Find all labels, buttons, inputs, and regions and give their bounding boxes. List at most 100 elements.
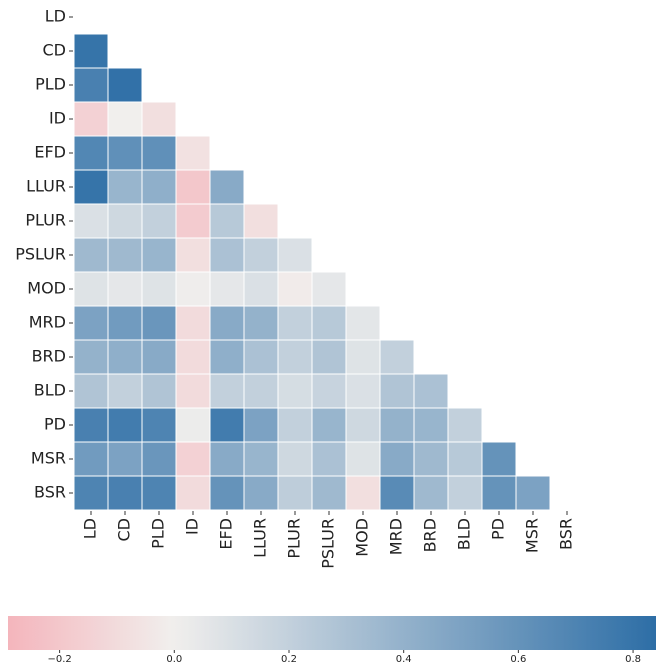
heatmap-cell <box>413 475 449 511</box>
heatmap-cell <box>277 441 313 477</box>
heatmap-cell <box>73 373 109 409</box>
x-tick-label: BLD <box>455 518 474 550</box>
y-tick-label: LLUR <box>26 177 66 196</box>
colorbar <box>8 616 656 650</box>
heatmap-cell <box>345 475 381 511</box>
heatmap-cell <box>413 441 449 477</box>
heatmap-cell <box>379 475 415 511</box>
y-tick-label: EFD <box>34 143 66 162</box>
heatmap-cell <box>345 407 381 443</box>
heatmap-cell <box>141 135 177 171</box>
y-tick-label: MSR <box>31 449 66 468</box>
heatmap-cell <box>73 237 109 273</box>
heatmap-cell <box>107 67 143 103</box>
heatmap-cell <box>107 101 143 137</box>
heatmap-cell <box>243 237 279 273</box>
heatmap-cell <box>107 373 143 409</box>
heatmap-cell <box>107 475 143 511</box>
heatmap-cell <box>141 169 177 205</box>
heatmap-cell <box>73 135 109 171</box>
heatmap-cell <box>243 203 279 239</box>
heatmap-cell <box>141 237 177 273</box>
heatmap-cell <box>311 271 347 307</box>
heatmap-cell <box>311 373 347 409</box>
x-tick-label: LD <box>81 518 100 539</box>
heatmap-cell <box>311 305 347 341</box>
y-tick-label: BLD <box>34 381 66 400</box>
heatmap-cell <box>209 373 245 409</box>
heatmap-cell <box>73 101 109 137</box>
heatmap-cell <box>141 203 177 239</box>
heatmap-cell <box>107 407 143 443</box>
heatmap-cell <box>345 373 381 409</box>
y-tick-label: BRD <box>32 347 66 366</box>
heatmap-cell <box>107 135 143 171</box>
heatmap-cell <box>73 441 109 477</box>
x-tick-label: BSR <box>557 518 576 550</box>
y-tick-label: LD <box>45 7 66 26</box>
heatmap-cell <box>277 271 313 307</box>
heatmap-cell <box>107 441 143 477</box>
heatmap-cell <box>73 169 109 205</box>
heatmap-cell <box>175 237 211 273</box>
heatmap-cell <box>107 203 143 239</box>
heatmap-cell <box>175 475 211 511</box>
heatmap-cell <box>345 339 381 375</box>
heatmap-cell <box>243 441 279 477</box>
x-tick-label: PLD <box>149 518 168 549</box>
heatmap-cell <box>277 407 313 443</box>
heatmap-cell <box>141 339 177 375</box>
heatmap-cell <box>73 271 109 307</box>
heatmap-cell <box>141 475 177 511</box>
y-tick-label: MRD <box>29 313 66 332</box>
heatmap-cell <box>243 407 279 443</box>
y-tick-label: CD <box>43 41 67 60</box>
heatmap-cell <box>73 305 109 341</box>
heatmap-cell <box>141 441 177 477</box>
heatmap-cell <box>175 373 211 409</box>
heatmap-cell <box>345 441 381 477</box>
heatmap-cell <box>107 271 143 307</box>
heatmap-cell <box>141 305 177 341</box>
heatmap-cell <box>311 475 347 511</box>
heatmap-cell <box>515 475 551 511</box>
y-tick-label: ID <box>49 109 66 128</box>
x-tick-label: BRD <box>421 518 440 552</box>
heatmap-cell <box>379 407 415 443</box>
heatmap-cell <box>73 67 109 103</box>
heatmap-cell <box>481 441 517 477</box>
heatmap-cell <box>209 305 245 341</box>
heatmap-cell <box>243 339 279 375</box>
heatmap-cell <box>141 101 177 137</box>
colorbar-tick-label: 0.6 <box>510 654 526 663</box>
x-tick-label: MRD <box>387 518 406 555</box>
colorbar-tick-label: −0.2 <box>47 654 71 663</box>
heatmap-cell <box>175 203 211 239</box>
heatmap-cell <box>481 475 517 511</box>
heatmap-cell <box>209 407 245 443</box>
heatmap-cell <box>277 475 313 511</box>
heatmap-cell <box>209 169 245 205</box>
x-tick-label: PSLUR <box>319 518 338 569</box>
heatmap-cell <box>73 203 109 239</box>
heatmap-cell <box>175 407 211 443</box>
heatmap-cell <box>277 305 313 341</box>
heatmap-cell <box>175 441 211 477</box>
heatmap-cell <box>379 339 415 375</box>
heatmap-cell <box>447 441 483 477</box>
heatmap-cell <box>175 271 211 307</box>
y-tick-label: PD <box>44 415 66 434</box>
y-tick-label: PLUR <box>25 211 66 230</box>
heatmap-cell <box>141 373 177 409</box>
heatmap-cell <box>175 305 211 341</box>
heatmap-cell <box>73 475 109 511</box>
heatmap-cell <box>413 407 449 443</box>
heatmap-cell <box>73 407 109 443</box>
heatmap-cell <box>107 169 143 205</box>
x-tick-label: MOD <box>353 518 372 557</box>
heatmap-cell <box>447 407 483 443</box>
heatmap-cell <box>107 237 143 273</box>
heatmap-cell <box>175 339 211 375</box>
x-tick-label: EFD <box>217 518 236 550</box>
